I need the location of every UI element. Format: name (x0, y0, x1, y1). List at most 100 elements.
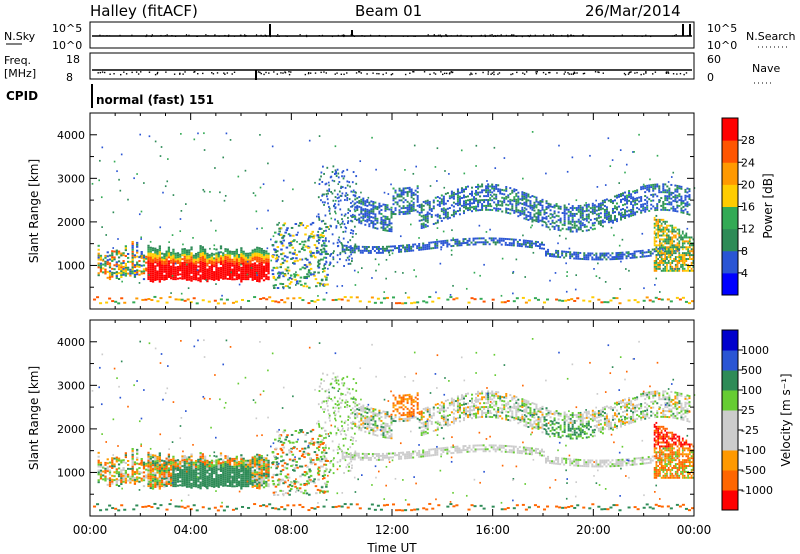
velocity-cell (192, 477, 195, 480)
power-cell (324, 244, 328, 247)
power-cell (347, 220, 350, 223)
power-cell (615, 256, 618, 258)
power-cell (302, 285, 306, 288)
power-cell (273, 287, 276, 289)
power-cell (507, 212, 510, 214)
power-cell (541, 216, 544, 219)
power-cell (281, 200, 284, 202)
power-cell (210, 260, 214, 263)
power-cell (524, 245, 527, 248)
velocity-cell (174, 459, 177, 462)
power-cell (406, 194, 409, 197)
nave-dot (140, 71, 142, 73)
nave-dot (640, 73, 642, 76)
power-cell (201, 263, 205, 266)
power-cell (219, 191, 221, 194)
power-cell (688, 197, 691, 200)
power-cell (176, 262, 180, 264)
power-cell (531, 220, 534, 223)
power-cell (151, 255, 155, 258)
velocity-cell (185, 478, 189, 480)
power-cell (491, 183, 494, 186)
power-cell (662, 220, 665, 223)
power-cell (527, 218, 530, 221)
power-cell (619, 288, 621, 290)
power-cell (231, 262, 234, 265)
power-cell (372, 202, 375, 205)
power-cell (353, 249, 356, 252)
power-cell (192, 264, 195, 267)
power-cell (640, 211, 643, 214)
power-cell (210, 219, 212, 222)
power-cell (559, 219, 562, 222)
power-cell (652, 199, 655, 202)
power-cell (372, 206, 375, 209)
velocity-cell (136, 456, 139, 459)
power-cell (380, 216, 383, 219)
power-cell (588, 300, 592, 303)
power-cell (385, 296, 389, 299)
power-cell (325, 276, 328, 279)
nsky-top-tick: 10^5 (52, 22, 82, 35)
power-cell (436, 203, 439, 206)
power-cell (440, 210, 443, 213)
power-cell (244, 254, 248, 257)
power-cell (334, 199, 337, 202)
power-cell (244, 258, 248, 261)
power-cell (97, 256, 100, 259)
power-cell (523, 209, 526, 212)
power-cell (517, 201, 520, 204)
power-cell (303, 275, 306, 278)
power-cell (567, 218, 570, 221)
power-cell (233, 272, 236, 275)
power-cell (318, 242, 320, 245)
power-cell (646, 204, 649, 207)
power-cell (304, 257, 308, 260)
power-cell (355, 219, 358, 222)
power-cell (102, 263, 105, 266)
power-cell (415, 275, 417, 278)
nave-dot (645, 71, 647, 73)
power-cell (194, 254, 198, 257)
power-cell (131, 244, 134, 247)
power-cell (124, 266, 127, 269)
power-cell (256, 264, 259, 267)
power-cell (376, 206, 379, 209)
power-cell (678, 260, 681, 262)
power-cell (659, 244, 661, 247)
power-cell (341, 171, 344, 174)
power-cell (246, 273, 249, 276)
power-cell (235, 274, 238, 277)
power-cell (515, 210, 518, 213)
power-cell (345, 248, 348, 251)
power-cell (468, 237, 471, 240)
power-cell (658, 189, 661, 192)
power-cell (545, 222, 547, 224)
power-cell (235, 250, 238, 253)
power-cell (330, 225, 332, 228)
colorbar-tick-label: 4 (741, 267, 748, 280)
power-cell (366, 204, 369, 207)
velocity-cell (113, 471, 116, 474)
power-cell (111, 267, 114, 270)
power-cell (116, 170, 118, 173)
power-cell (242, 258, 245, 261)
nave-dot (445, 72, 448, 75)
power-cell (422, 226, 425, 229)
power-cell (553, 210, 556, 213)
power-cell (136, 263, 139, 266)
power-cell (573, 207, 576, 210)
power-cell (318, 183, 321, 186)
nsearch-dot (102, 35, 104, 37)
power-cell (483, 263, 485, 266)
power-cell (520, 243, 523, 246)
nave-dot (624, 73, 627, 76)
power-cell (589, 218, 592, 221)
velocity-cell (151, 483, 155, 486)
beam-title: Beam 01 (355, 2, 422, 20)
nave-dot (523, 73, 526, 75)
power-cell (412, 207, 415, 210)
power-cell (543, 301, 547, 304)
power-cell (368, 215, 371, 218)
power-cell (283, 255, 287, 258)
